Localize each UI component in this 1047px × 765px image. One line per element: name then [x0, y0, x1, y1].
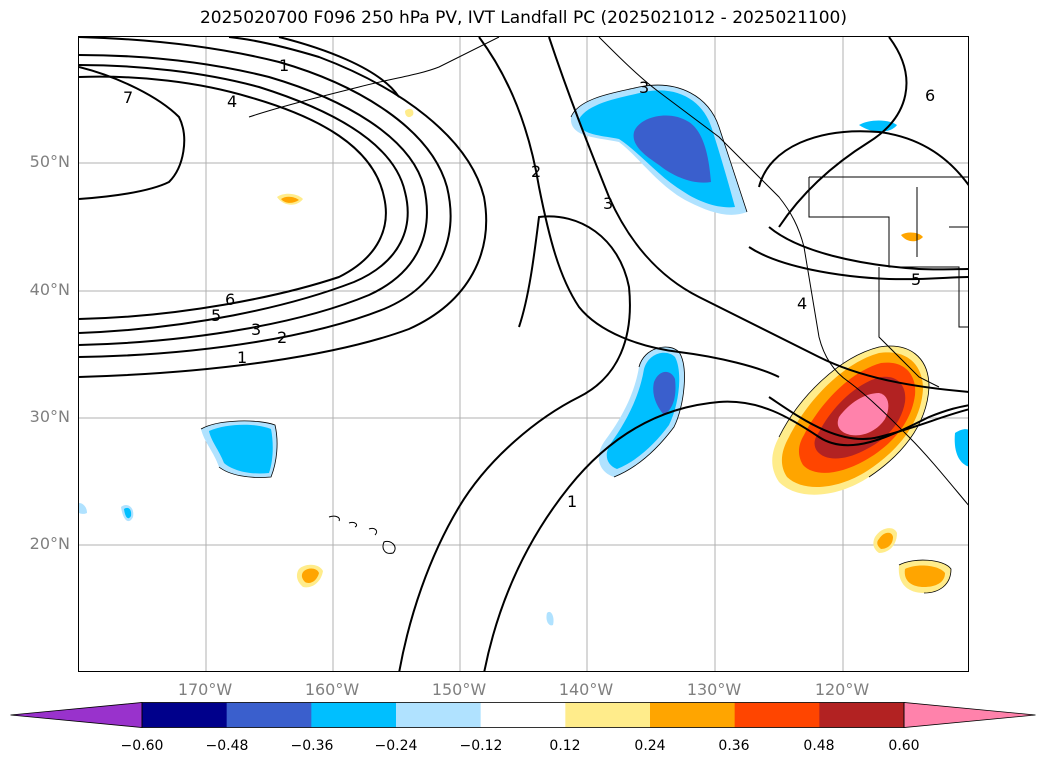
colorbar-extend-high	[904, 702, 1036, 728]
contour-label-group: 7 4 1 2 3 6 5 3 2 1 6 5 4 1 3	[123, 56, 935, 511]
colorbar-segment	[142, 702, 228, 728]
contour-label: 6	[225, 290, 235, 309]
hawaii-islands	[328, 515, 396, 554]
colorbar-segment	[734, 702, 820, 728]
contour-1-arc	[278, 37, 400, 98]
colorbar-tick: 0.36	[718, 738, 750, 754]
latitude-label: 40°N	[29, 280, 70, 299]
colorbar-segment	[819, 702, 905, 728]
contour-label: 4	[227, 92, 237, 111]
contour-label: 2	[277, 328, 287, 347]
contour-5-east	[768, 226, 968, 271]
colorbar-segment	[650, 702, 736, 728]
colorbar	[10, 702, 1036, 728]
contour-1-west	[79, 37, 488, 378]
fill-outlines	[200, 84, 952, 594]
contour-4-east	[758, 130, 968, 188]
longitude-label: 140°W	[558, 680, 614, 699]
positive-anomaly-fills	[277, 108, 951, 593]
colorbar-tick: 0.48	[803, 738, 835, 754]
figure-title: 2025020700 F096 250 hPa PV, IVT Landfall…	[199, 8, 847, 28]
pv-contours	[79, 37, 968, 671]
colorbar-tick: −0.12	[459, 738, 503, 754]
na-west-coast	[803, 246, 968, 506]
colorbar-segment	[311, 702, 397, 728]
colorbar-tick: 0.12	[549, 738, 581, 754]
contour-label: 5	[911, 270, 921, 289]
contour-label: 5	[211, 306, 221, 325]
longitude-label: 170°W	[177, 680, 233, 699]
longitude-label: 130°W	[686, 680, 742, 699]
contour-label: 3	[639, 78, 649, 97]
colorbar-segment	[396, 702, 482, 728]
contour-3-north	[548, 37, 968, 393]
colorbar-tick: 0.24	[634, 738, 666, 754]
colorbar-tick: −0.48	[205, 738, 249, 754]
contour-6-east	[778, 37, 908, 228]
colorbar-segment	[565, 702, 651, 728]
longitude-label: 150°W	[431, 680, 487, 699]
colorbar-tick: −0.24	[374, 738, 418, 754]
contour-6-west	[79, 75, 387, 320]
map-panel: 7 4 1 2 3 6 5 3 2 1 6 5 4 1 3	[78, 36, 969, 672]
contour-label: 6	[925, 86, 935, 105]
contour-label: 1	[567, 492, 577, 511]
map-canvas: 7 4 1 2 3 6 5 3 2 1 6 5 4 1 3	[79, 37, 968, 671]
contour-trough	[398, 215, 631, 671]
contour-label: 1	[237, 348, 247, 367]
contour-label: 7	[123, 88, 133, 107]
contour-label: 4	[797, 294, 807, 313]
colorbar-tick: 0.60	[888, 738, 920, 754]
negative-anomaly-fills	[79, 85, 968, 626]
colorbar-tick: −0.36	[290, 738, 334, 754]
contour-label: 2	[531, 162, 541, 181]
contour-label: 3	[603, 194, 613, 213]
latitude-label: 50°N	[29, 152, 70, 171]
latitude-label: 30°N	[29, 407, 70, 426]
colorbar-extend-low	[10, 702, 142, 728]
coastlines	[248, 37, 968, 554]
colorbar-tick: −0.60	[120, 738, 164, 754]
colorbar-segment	[480, 702, 566, 728]
contour-7	[79, 66, 186, 200]
contour-1-south	[483, 400, 968, 671]
latitude-label: 20°N	[29, 534, 70, 553]
contour-2-north	[478, 37, 780, 378]
contour-label: 3	[251, 320, 261, 339]
longitude-label: 120°W	[814, 680, 870, 699]
colorbar-segment	[226, 702, 312, 728]
contour-label: 1	[279, 56, 289, 75]
longitude-label: 160°W	[304, 680, 360, 699]
alaska-coast	[248, 37, 500, 118]
